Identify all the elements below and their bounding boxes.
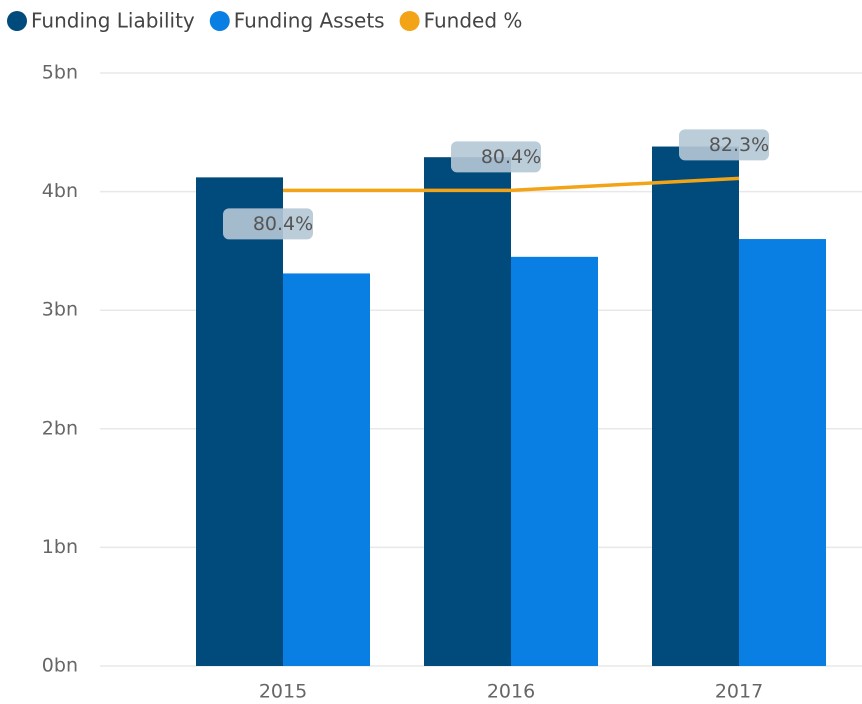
line — [283, 176, 740, 193]
data-label-bg — [223, 208, 313, 240]
legend-marker — [399, 11, 420, 31]
data-label: 82.3% — [709, 134, 769, 156]
bar — [652, 146, 739, 667]
legend-marker — [7, 11, 27, 31]
data-label-bg — [679, 129, 769, 161]
labels: 80.4% 80.4% 82.3% — [223, 129, 769, 240]
legend-label: Funding Liability — [31, 9, 195, 33]
data-label: 80.4% — [253, 213, 313, 235]
legend: Funding Liability Funding Assets Funded % — [7, 9, 522, 33]
y-tick-label: 0bn — [42, 655, 78, 677]
x-tick-label: 2016 — [487, 681, 535, 703]
y-tick-label: 2bn — [42, 417, 78, 439]
bar — [511, 256, 598, 666]
bars — [196, 146, 826, 667]
data-label-bg — [451, 141, 541, 173]
bar — [739, 239, 826, 667]
line-layer — [283, 176, 740, 193]
x-tick-label: 2015 — [259, 681, 307, 703]
legend-marker — [209, 11, 230, 31]
bar — [196, 177, 283, 667]
y-tick-label: 3bn — [42, 299, 78, 321]
bar — [424, 157, 511, 666]
bar — [283, 273, 370, 666]
x-tick-label: 2017 — [715, 681, 763, 703]
y-tick-label: 5bn — [42, 62, 78, 84]
legend-label: Funded % — [424, 9, 523, 33]
data-label: 80.4% — [481, 146, 541, 168]
y-tick-label: 1bn — [42, 536, 78, 558]
y-tick-label: 4bn — [42, 180, 78, 202]
legend-label: Funding Assets — [234, 9, 385, 33]
